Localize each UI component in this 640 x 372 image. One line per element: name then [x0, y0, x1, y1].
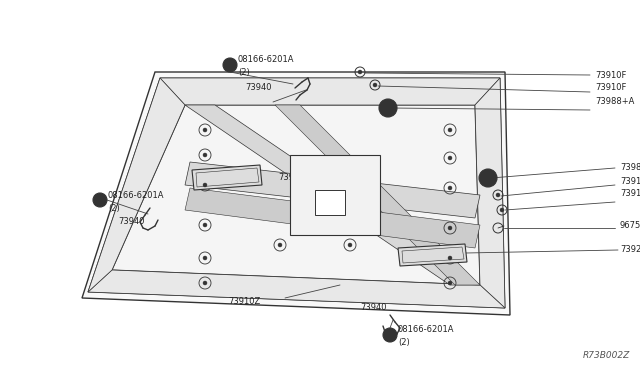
Circle shape [223, 58, 237, 72]
Circle shape [278, 243, 282, 247]
Text: S: S [227, 62, 232, 68]
Text: 73940: 73940 [360, 302, 387, 311]
Circle shape [379, 99, 397, 117]
Circle shape [496, 193, 500, 197]
Circle shape [203, 281, 207, 285]
Circle shape [448, 256, 452, 260]
Circle shape [479, 169, 497, 187]
Circle shape [373, 83, 377, 87]
Text: S: S [97, 197, 102, 203]
Circle shape [93, 193, 107, 207]
Circle shape [203, 153, 207, 157]
Polygon shape [82, 72, 510, 315]
Circle shape [386, 106, 390, 110]
Circle shape [203, 128, 207, 132]
Text: 96750: 96750 [620, 221, 640, 230]
Text: (2): (2) [398, 339, 410, 347]
Polygon shape [160, 78, 500, 105]
Text: S: S [387, 332, 392, 338]
Polygon shape [185, 105, 480, 285]
Polygon shape [275, 105, 480, 285]
Polygon shape [192, 165, 262, 190]
Text: 73926MA: 73926MA [620, 246, 640, 254]
Circle shape [448, 156, 452, 160]
Text: 73910F: 73910F [620, 189, 640, 199]
Circle shape [448, 128, 452, 132]
Text: 08166-6201A: 08166-6201A [108, 190, 164, 199]
Polygon shape [185, 188, 480, 248]
Circle shape [500, 208, 504, 212]
Polygon shape [88, 78, 185, 292]
Text: 73910F: 73910F [595, 83, 627, 93]
Circle shape [486, 176, 490, 180]
Circle shape [448, 281, 452, 285]
Text: 73910F: 73910F [595, 71, 627, 80]
Text: 73910Z: 73910Z [228, 298, 260, 307]
Circle shape [358, 70, 362, 74]
Polygon shape [88, 270, 505, 308]
Polygon shape [112, 105, 480, 285]
Circle shape [383, 328, 397, 342]
Polygon shape [398, 244, 467, 266]
Text: 73940: 73940 [245, 83, 271, 92]
Text: 73940: 73940 [118, 218, 145, 227]
Polygon shape [88, 78, 505, 308]
Text: (2): (2) [238, 68, 250, 77]
Text: (2): (2) [108, 203, 120, 212]
Circle shape [203, 183, 207, 187]
Text: 73988+A: 73988+A [595, 96, 634, 106]
Polygon shape [315, 190, 345, 215]
Circle shape [203, 256, 207, 260]
Text: R73B002Z: R73B002Z [583, 351, 630, 360]
Circle shape [448, 186, 452, 190]
Text: 08166-6201A: 08166-6201A [238, 55, 294, 64]
Polygon shape [475, 78, 505, 308]
Polygon shape [185, 162, 480, 218]
Circle shape [448, 226, 452, 230]
Text: 73910F: 73910F [620, 176, 640, 186]
Text: 73988+A: 73988+A [620, 164, 640, 173]
Circle shape [203, 223, 207, 227]
Circle shape [348, 243, 352, 247]
Text: 08166-6201A: 08166-6201A [398, 326, 454, 334]
Text: 73926M: 73926M [278, 173, 312, 183]
Polygon shape [290, 155, 380, 235]
